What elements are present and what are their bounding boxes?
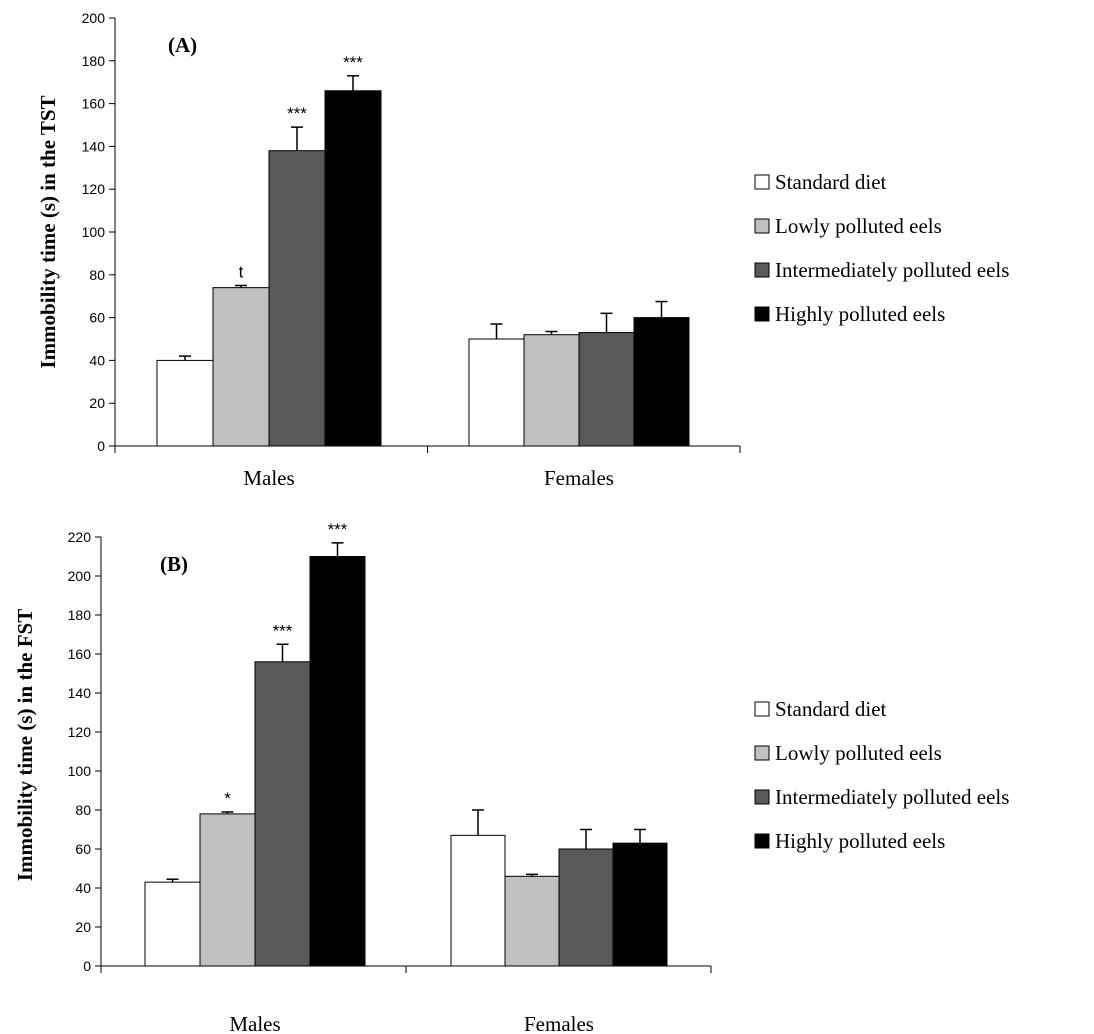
bar: [212, 287, 270, 447]
x-category-label: Females: [544, 466, 614, 490]
significance-label: ***: [328, 520, 348, 539]
legend-label: Standard diet: [775, 170, 887, 194]
significance-label: *: [224, 789, 231, 808]
y-tick-label: 80: [75, 802, 91, 818]
y-tick-label: 200: [68, 568, 92, 584]
x-category-label: Males: [243, 466, 294, 490]
x-category-label: Females: [524, 1012, 594, 1034]
panel-label: (A): [168, 33, 197, 57]
bar: [523, 334, 580, 447]
legend-swatch: [754, 262, 770, 278]
significance-label: ***: [343, 53, 363, 72]
y-tick-label: 40: [89, 352, 105, 368]
y-tick-label: 120: [82, 181, 106, 197]
legend-label: Highly polluted eels: [775, 302, 945, 326]
bar: [156, 359, 214, 447]
bar: [144, 881, 201, 967]
legend-swatch: [754, 745, 770, 761]
y-tick-label: 100: [82, 224, 106, 240]
bar: [578, 332, 635, 447]
chart-panel-a: 0 20 40 60 80 100 120 140 160 180 200 t *** *** Males F…: [36, 10, 1009, 490]
y-tick-label: 180: [68, 607, 92, 623]
legend-swatch: [754, 306, 770, 322]
bar: [612, 842, 668, 967]
y-tick-label: 20: [89, 395, 105, 411]
y-tick-label: 80: [89, 267, 105, 283]
y-tick-label: 0: [97, 438, 105, 454]
y-tick-label: 20: [75, 919, 91, 935]
bar: [254, 661, 311, 967]
significance-label: ***: [287, 104, 307, 123]
y-tick-label: 200: [82, 10, 106, 26]
bar: [268, 150, 326, 447]
bar: [450, 834, 506, 967]
bar: [199, 813, 256, 967]
bar: [504, 875, 560, 967]
legend: Standard diet Lowly polluted eels Intermed…: [754, 170, 1009, 326]
y-tick-label: 100: [68, 763, 92, 779]
y-tick-label: 140: [82, 138, 106, 154]
bar: [558, 848, 614, 967]
significance-label: ***: [273, 621, 293, 640]
legend-label: Standard diet: [775, 697, 887, 721]
bar: [468, 338, 525, 447]
y-tick-label: 160: [82, 96, 106, 112]
significance-label: t: [239, 263, 244, 282]
bar: [633, 317, 690, 447]
bar: [324, 90, 382, 447]
legend: Standard diet Lowly polluted eels Intermed…: [754, 697, 1009, 853]
y-axis-title: Immobility time (s) in the FST: [13, 609, 37, 881]
y-tick-label: 60: [89, 310, 105, 326]
legend-swatch: [754, 174, 770, 190]
legend-label: Intermediately polluted eels: [775, 258, 1009, 282]
legend-label: Lowly polluted eels: [775, 741, 942, 765]
legend-swatch: [754, 218, 770, 234]
y-axis-title: Immobility time (s) in the TST: [36, 95, 60, 368]
y-tick-label: 140: [68, 685, 92, 701]
bar: [309, 556, 366, 967]
y-tick-label: 180: [82, 53, 106, 69]
legend-label: Intermediately polluted eels: [775, 785, 1009, 809]
y-tick-label: 120: [68, 724, 92, 740]
legend-swatch: [754, 701, 770, 717]
y-tick-label: 0: [83, 958, 91, 974]
legend-swatch: [754, 833, 770, 849]
y-tick-label: 60: [75, 841, 91, 857]
y-tick-label: 40: [75, 880, 91, 896]
chart-panel-b: 020406080100120140160180200220*******Mal…: [13, 520, 1009, 1034]
panel-label: (B): [160, 552, 188, 576]
legend-label: Lowly polluted eels: [775, 214, 942, 238]
y-tick-label: 220: [68, 529, 92, 545]
legend-label: Highly polluted eels: [775, 829, 945, 853]
x-category-label: Males: [229, 1012, 280, 1034]
y-tick-label: 160: [68, 646, 92, 662]
legend-swatch: [754, 789, 770, 805]
